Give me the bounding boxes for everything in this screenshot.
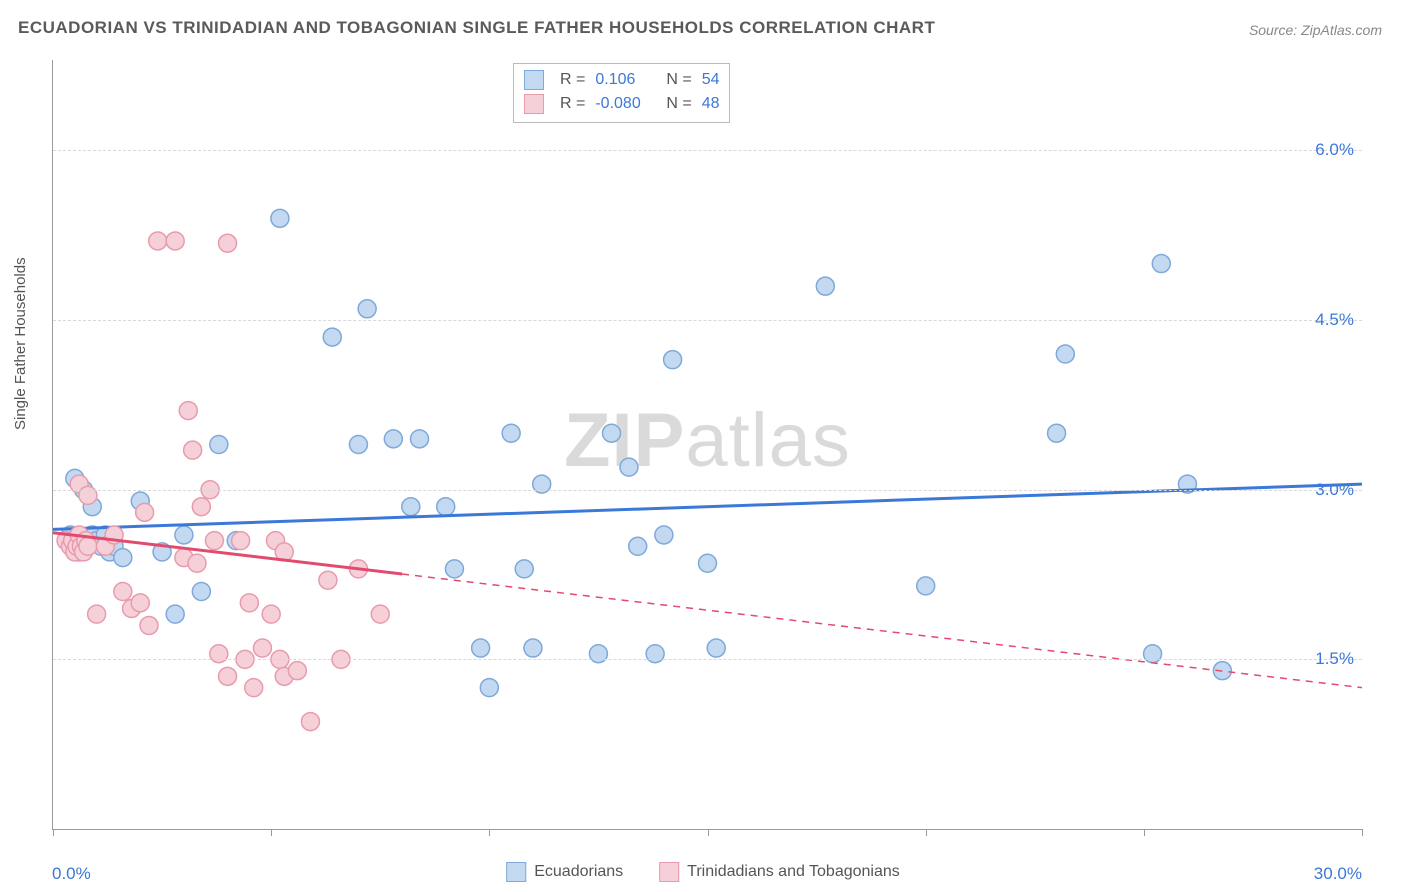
scatter-point bbox=[301, 713, 319, 731]
y-tick-label: 3.0% bbox=[1315, 480, 1354, 500]
legend-swatch-bottom-0 bbox=[506, 862, 526, 882]
r-value-0: 0.106 bbox=[595, 68, 650, 92]
scatter-point bbox=[371, 605, 389, 623]
gridline-h bbox=[53, 320, 1362, 321]
r-label-0: R = bbox=[560, 68, 585, 92]
scatter-point bbox=[140, 616, 158, 634]
scatter-point bbox=[175, 526, 193, 544]
scatter-point bbox=[655, 526, 673, 544]
scatter-point bbox=[1152, 255, 1170, 273]
scatter-point bbox=[319, 571, 337, 589]
legend-stats-box: R = 0.106 N = 54 R = -0.080 N = 48 bbox=[513, 63, 730, 123]
gridline-h bbox=[53, 150, 1362, 151]
scatter-point bbox=[402, 498, 420, 516]
gridline-h bbox=[53, 490, 1362, 491]
scatter-point bbox=[629, 537, 647, 555]
x-axis-min-label: 0.0% bbox=[52, 864, 91, 884]
legend-stats-row-1: R = -0.080 N = 48 bbox=[524, 92, 719, 116]
legend-label-0: Ecuadorians bbox=[534, 863, 623, 881]
scatter-point bbox=[219, 234, 237, 252]
scatter-point bbox=[205, 532, 223, 550]
scatter-point bbox=[1056, 345, 1074, 363]
scatter-point bbox=[131, 594, 149, 612]
x-tick bbox=[1362, 829, 1363, 836]
scatter-point bbox=[524, 639, 542, 657]
scatter-point bbox=[664, 351, 682, 369]
scatter-point bbox=[384, 430, 402, 448]
plot-area: ZIPatlas R = 0.106 N = 54 R = -0.080 N =… bbox=[52, 60, 1362, 830]
scatter-point bbox=[699, 554, 717, 572]
legend-stats-row-0: R = 0.106 N = 54 bbox=[524, 68, 719, 92]
scatter-point bbox=[288, 662, 306, 680]
scatter-point bbox=[262, 605, 280, 623]
y-tick-label: 1.5% bbox=[1315, 649, 1354, 669]
y-tick-label: 4.5% bbox=[1315, 310, 1354, 330]
scatter-point bbox=[245, 679, 263, 697]
scatter-point bbox=[253, 639, 271, 657]
legend-item-1: Trinidadians and Tobagonians bbox=[659, 862, 900, 882]
y-tick-label: 6.0% bbox=[1315, 140, 1354, 160]
r-label-1: R = bbox=[560, 92, 585, 116]
scatter-point bbox=[445, 560, 463, 578]
scatter-point bbox=[179, 402, 197, 420]
scatter-point bbox=[502, 424, 520, 442]
chart-title: ECUADORIAN VS TRINIDADIAN AND TOBAGONIAN… bbox=[18, 18, 935, 38]
gridline-h bbox=[53, 659, 1362, 660]
scatter-point bbox=[437, 498, 455, 516]
bottom-legend: Ecuadorians Trinidadians and Tobagonians bbox=[506, 862, 900, 882]
scatter-point bbox=[411, 430, 429, 448]
legend-item-0: Ecuadorians bbox=[506, 862, 623, 882]
scatter-point bbox=[707, 639, 725, 657]
scatter-point bbox=[184, 441, 202, 459]
n-value-1: 48 bbox=[702, 92, 720, 116]
x-tick bbox=[271, 829, 272, 836]
x-tick bbox=[1144, 829, 1145, 836]
scatter-point bbox=[816, 277, 834, 295]
scatter-point bbox=[114, 583, 132, 601]
x-axis-max-label: 30.0% bbox=[1314, 864, 1362, 884]
scatter-point bbox=[271, 209, 289, 227]
x-tick bbox=[489, 829, 490, 836]
legend-swatch-bottom-1 bbox=[659, 862, 679, 882]
scatter-point bbox=[323, 328, 341, 346]
scatter-point bbox=[620, 458, 638, 476]
scatter-point bbox=[136, 503, 154, 521]
legend-swatch-0 bbox=[524, 70, 544, 90]
scatter-point bbox=[603, 424, 621, 442]
scatter-point bbox=[188, 554, 206, 572]
legend-label-1: Trinidadians and Tobagonians bbox=[687, 863, 900, 881]
scatter-point bbox=[79, 537, 97, 555]
scatter-point bbox=[515, 560, 533, 578]
legend-swatch-1 bbox=[524, 94, 544, 114]
scatter-point bbox=[232, 532, 250, 550]
scatter-point bbox=[349, 436, 367, 454]
scatter-point bbox=[192, 583, 210, 601]
scatter-point bbox=[192, 498, 210, 516]
scatter-point bbox=[917, 577, 935, 595]
chart-svg bbox=[53, 60, 1362, 829]
scatter-point bbox=[210, 436, 228, 454]
x-tick bbox=[53, 829, 54, 836]
scatter-point bbox=[472, 639, 490, 657]
n-label-1: N = bbox=[666, 92, 691, 116]
n-value-0: 54 bbox=[702, 68, 720, 92]
scatter-point bbox=[240, 594, 258, 612]
scatter-point bbox=[358, 300, 376, 318]
y-axis-label: Single Father Households bbox=[12, 257, 29, 430]
source-attribution: Source: ZipAtlas.com bbox=[1249, 22, 1382, 38]
scatter-point bbox=[1048, 424, 1066, 442]
trend-line-dashed bbox=[402, 574, 1362, 688]
trend-line-solid bbox=[53, 484, 1362, 529]
x-tick bbox=[926, 829, 927, 836]
x-tick bbox=[708, 829, 709, 836]
scatter-point bbox=[219, 667, 237, 685]
scatter-point bbox=[166, 605, 184, 623]
scatter-point bbox=[149, 232, 167, 250]
n-label-0: N = bbox=[666, 68, 691, 92]
scatter-point bbox=[166, 232, 184, 250]
scatter-point bbox=[114, 549, 132, 567]
scatter-point bbox=[480, 679, 498, 697]
r-value-1: -0.080 bbox=[595, 92, 650, 116]
scatter-point bbox=[88, 605, 106, 623]
